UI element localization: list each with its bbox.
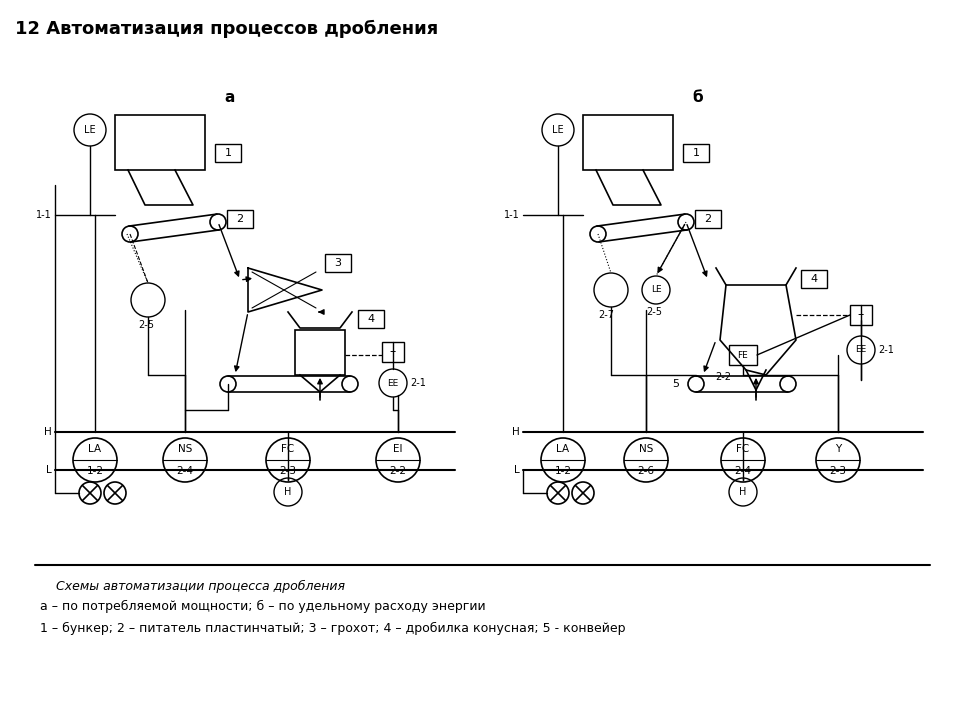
Text: NS: NS — [638, 444, 653, 454]
Text: EI: EI — [394, 444, 403, 454]
Text: 2-1: 2-1 — [878, 345, 894, 355]
Text: 1: 1 — [692, 148, 700, 158]
Text: LE: LE — [651, 286, 661, 294]
Bar — [325, 254, 351, 272]
Text: 2-2: 2-2 — [715, 372, 731, 382]
Text: H: H — [739, 487, 747, 497]
Text: –: – — [858, 308, 864, 322]
Text: б: б — [693, 89, 704, 104]
Text: LA: LA — [88, 444, 102, 454]
Bar — [358, 310, 384, 328]
Bar — [215, 144, 241, 162]
Text: 1-1: 1-1 — [504, 210, 520, 220]
Bar — [227, 210, 253, 228]
Text: 2-6: 2-6 — [637, 466, 655, 475]
Text: FC: FC — [281, 444, 295, 454]
Text: L: L — [515, 465, 520, 475]
Text: Y: Y — [835, 444, 841, 454]
Bar — [683, 144, 709, 162]
Text: LA: LA — [557, 444, 569, 454]
Bar — [695, 210, 721, 228]
Text: 5: 5 — [673, 379, 680, 389]
Text: 2: 2 — [705, 214, 711, 224]
Text: –: – — [390, 346, 396, 359]
Text: 2: 2 — [236, 214, 244, 224]
Text: H: H — [44, 427, 52, 437]
Text: 1-2: 1-2 — [555, 466, 571, 475]
Text: а: а — [225, 89, 235, 104]
Text: EE: EE — [388, 379, 398, 387]
Text: 1-2: 1-2 — [86, 466, 104, 475]
Text: 2-1: 2-1 — [410, 378, 426, 388]
Text: Схемы автоматизации процесса дробления: Схемы автоматизации процесса дробления — [40, 580, 345, 593]
Bar — [850, 305, 872, 325]
Text: EE: EE — [855, 346, 867, 354]
Text: 4: 4 — [810, 274, 818, 284]
Text: 1: 1 — [225, 148, 231, 158]
Text: 2-3: 2-3 — [279, 466, 297, 475]
Text: а – по потребляемой мощности; б – по удельному расходу энергии: а – по потребляемой мощности; б – по уде… — [40, 600, 486, 613]
Text: 2-4: 2-4 — [177, 466, 194, 475]
Text: 1 – бункер; 2 – питатель пластинчатый; 3 – грохот; 4 – дробилка конусная; 5 - ко: 1 – бункер; 2 – питатель пластинчатый; 3… — [40, 622, 626, 635]
Text: FC: FC — [736, 444, 750, 454]
Bar — [801, 270, 827, 288]
Text: 2-4: 2-4 — [734, 466, 752, 475]
Text: 2-2: 2-2 — [390, 466, 406, 475]
Bar — [295, 330, 345, 375]
Text: LE: LE — [552, 125, 564, 135]
Text: 1-1: 1-1 — [36, 210, 52, 220]
Bar — [583, 115, 673, 170]
Text: 4: 4 — [368, 314, 374, 324]
Bar — [729, 345, 757, 365]
Text: H: H — [513, 427, 520, 437]
Bar — [115, 115, 205, 170]
Text: 2-5: 2-5 — [138, 320, 154, 330]
Text: 3: 3 — [334, 258, 342, 268]
Text: FE: FE — [737, 351, 749, 359]
Text: 2-7: 2-7 — [598, 310, 614, 320]
Bar — [382, 342, 404, 362]
Text: NS: NS — [178, 444, 192, 454]
Text: LE: LE — [84, 125, 96, 135]
Text: 2-5: 2-5 — [646, 307, 662, 317]
Text: 12 Автоматизация процессов дробления: 12 Автоматизация процессов дробления — [15, 20, 439, 38]
Text: 2-3: 2-3 — [829, 466, 847, 475]
Text: L: L — [46, 465, 52, 475]
Text: H: H — [284, 487, 292, 497]
